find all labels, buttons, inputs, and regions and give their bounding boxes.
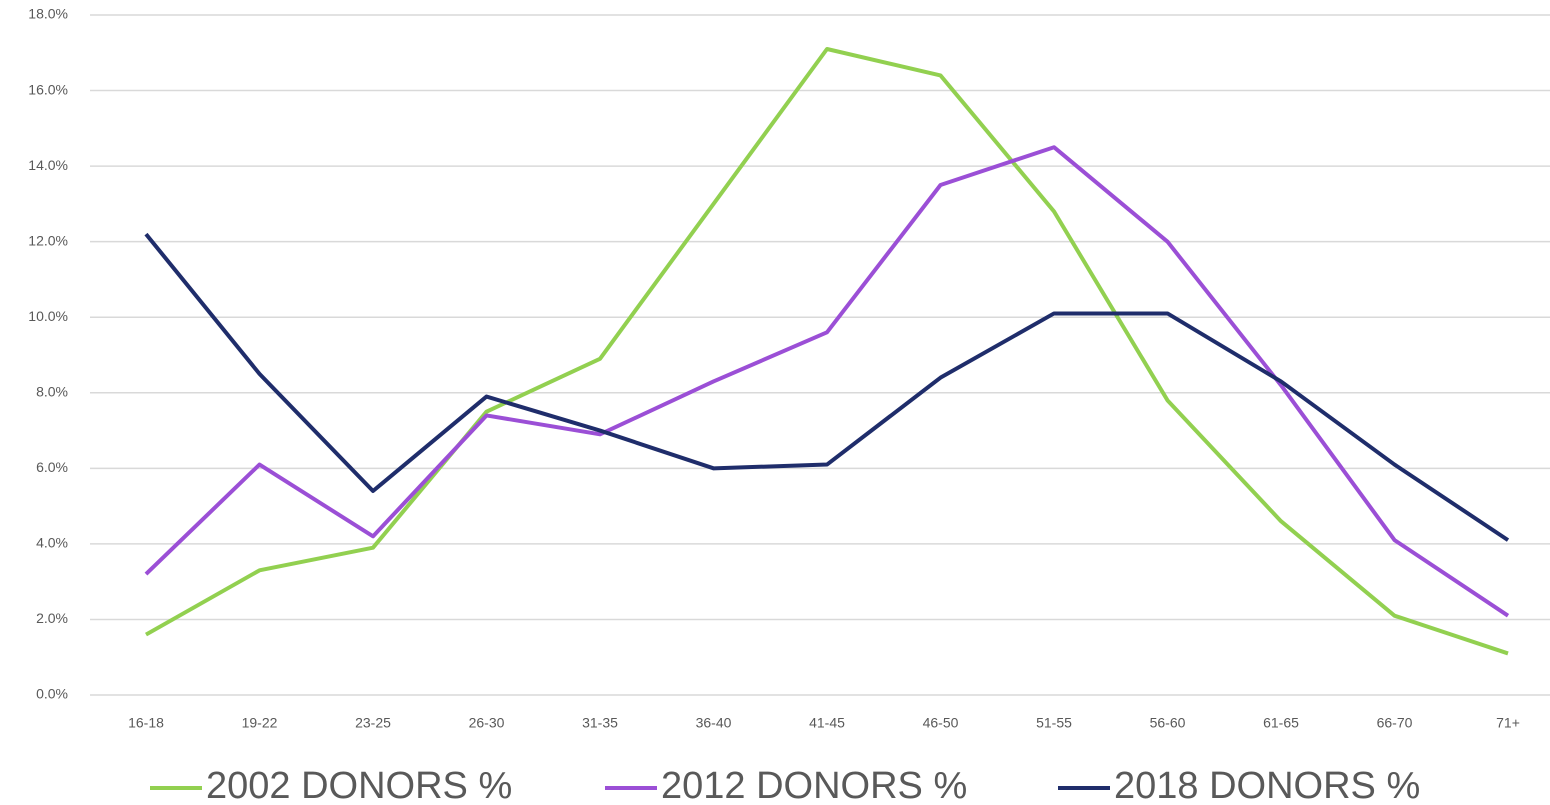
legend-label: 2002 DONORS % (206, 765, 512, 805)
series-line (144, 145, 1510, 618)
x-tick-label: 41-45 (809, 715, 845, 731)
y-tick-label: 12.0% (28, 232, 68, 248)
x-tick-label: 26-30 (469, 715, 505, 731)
x-tick-label: 71+ (1496, 715, 1520, 731)
legend-label: 2018 DONORS % (1114, 765, 1420, 805)
y-tick-label: 18.0% (28, 6, 68, 22)
y-tick-label: 16.0% (28, 81, 68, 97)
x-tick-label: 51-55 (1036, 715, 1072, 731)
x-tick-label: 31-35 (582, 715, 618, 731)
y-tick-label: 8.0% (36, 383, 68, 399)
x-tick-label: 36-40 (696, 715, 732, 731)
y-tick-label: 4.0% (36, 535, 68, 551)
legend-label: 2012 DONORS % (661, 765, 967, 805)
y-tick-label: 6.0% (36, 459, 68, 475)
series-line (144, 232, 1510, 542)
y-tick-label: 0.0% (36, 686, 68, 702)
x-tick-label: 23-25 (355, 715, 391, 731)
x-tick-label: 66-70 (1377, 715, 1413, 731)
x-tick-label: 46-50 (923, 715, 959, 731)
x-tick-label: 19-22 (242, 715, 278, 731)
y-tick-label: 10.0% (28, 308, 68, 324)
x-tick-label: 61-65 (1263, 715, 1299, 731)
y-tick-label: 14.0% (28, 157, 68, 173)
x-tick-label: 16-18 (128, 715, 164, 731)
series-line (145, 47, 1509, 656)
x-tick-label: 56-60 (1150, 715, 1186, 731)
y-tick-label: 2.0% (36, 610, 68, 626)
